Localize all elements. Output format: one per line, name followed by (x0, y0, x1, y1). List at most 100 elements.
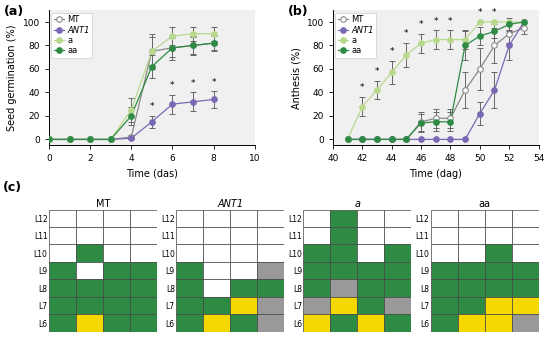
Text: (c): (c) (3, 181, 22, 194)
Bar (103, 245, 130, 262)
Bar (458, 297, 485, 314)
Bar (103, 297, 130, 314)
Bar (230, 262, 257, 279)
Bar (431, 245, 458, 262)
Bar (76, 210, 103, 227)
Bar (103, 262, 130, 279)
Text: *: * (360, 83, 364, 92)
Bar (431, 314, 458, 332)
Bar (357, 262, 385, 279)
Bar (130, 210, 157, 227)
Text: *: * (478, 8, 482, 17)
Bar (458, 210, 485, 227)
X-axis label: Time (das): Time (das) (126, 169, 178, 179)
Bar (385, 227, 411, 245)
Bar (304, 279, 330, 297)
Bar (357, 297, 385, 314)
Bar (304, 245, 330, 262)
Bar (176, 227, 203, 245)
Bar (304, 262, 330, 279)
Bar (76, 227, 103, 245)
Text: *: * (434, 16, 438, 26)
Bar (257, 262, 284, 279)
Bar (257, 279, 284, 297)
Text: *: * (448, 16, 453, 26)
Bar (357, 314, 385, 332)
Bar (431, 279, 458, 297)
Bar (203, 279, 230, 297)
Bar (176, 279, 203, 297)
Bar (257, 314, 284, 332)
Text: *: * (150, 102, 154, 111)
Bar (103, 210, 130, 227)
Bar (485, 245, 511, 262)
Bar (203, 245, 230, 262)
Bar (330, 245, 357, 262)
Bar (203, 314, 230, 332)
Bar (49, 279, 76, 297)
Bar (176, 245, 203, 262)
Bar (176, 210, 203, 227)
Bar (130, 262, 157, 279)
Bar (511, 227, 539, 245)
Text: *: * (211, 78, 216, 87)
Bar (103, 227, 130, 245)
Bar (304, 314, 330, 332)
Text: *: * (404, 29, 409, 38)
Bar (458, 227, 485, 245)
Bar (49, 227, 76, 245)
Bar (385, 297, 411, 314)
Bar (511, 262, 539, 279)
Bar (385, 262, 411, 279)
Bar (330, 227, 357, 245)
Bar (76, 262, 103, 279)
Bar (203, 227, 230, 245)
Bar (458, 245, 485, 262)
Bar (230, 245, 257, 262)
Title: ANT1: ANT1 (217, 199, 243, 209)
Bar (49, 297, 76, 314)
Bar (458, 279, 485, 297)
Bar (330, 262, 357, 279)
Bar (76, 245, 103, 262)
Y-axis label: Anthesis (%): Anthesis (%) (291, 47, 301, 109)
Bar (357, 227, 385, 245)
Text: *: * (375, 67, 379, 76)
Bar (176, 297, 203, 314)
Bar (431, 297, 458, 314)
Text: *: * (492, 8, 497, 17)
Bar (511, 279, 539, 297)
Bar (257, 227, 284, 245)
Bar (330, 210, 357, 227)
Bar (76, 279, 103, 297)
Bar (431, 227, 458, 245)
Bar (49, 314, 76, 332)
Bar (304, 297, 330, 314)
Bar (385, 210, 411, 227)
Bar (257, 210, 284, 227)
Bar (385, 245, 411, 262)
Bar (357, 245, 385, 262)
Bar (130, 279, 157, 297)
Bar (76, 297, 103, 314)
Bar (176, 262, 203, 279)
X-axis label: Time (dag): Time (dag) (409, 169, 462, 179)
Bar (431, 262, 458, 279)
Text: (b): (b) (288, 5, 308, 18)
Text: *: * (191, 79, 195, 88)
Bar (485, 227, 511, 245)
Bar (511, 210, 539, 227)
Bar (130, 297, 157, 314)
Bar (230, 227, 257, 245)
Bar (330, 314, 357, 332)
Bar (304, 227, 330, 245)
Bar (357, 210, 385, 227)
Bar (458, 262, 485, 279)
Bar (203, 210, 230, 227)
Bar (257, 297, 284, 314)
Bar (130, 314, 157, 332)
Bar (511, 297, 539, 314)
Text: *: * (419, 20, 423, 29)
Bar (485, 210, 511, 227)
Text: *: * (170, 81, 175, 90)
